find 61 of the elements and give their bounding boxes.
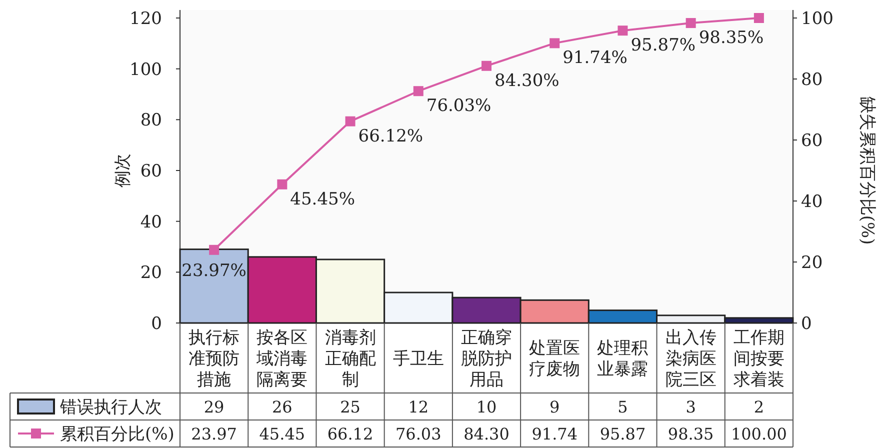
- data-label: 100.00: [730, 424, 787, 444]
- y-axis-title: 例次: [113, 154, 133, 188]
- annotation: 45.45%: [290, 189, 355, 210]
- data-label: 84.30: [464, 424, 510, 444]
- y2-tick-label: 40: [801, 192, 823, 212]
- y2-tick-label: 60: [801, 131, 823, 151]
- point: [550, 38, 560, 48]
- y-tick-label: 0: [151, 314, 162, 334]
- y2-tick-label: 20: [801, 253, 823, 273]
- legend-label: 错误执行人次: [59, 398, 162, 418]
- y2-axis-title: 缺失累积百分比(%): [857, 96, 877, 245]
- data-label: 12: [408, 398, 429, 416]
- point: [686, 18, 696, 28]
- legend-label: 累积百分比(%): [60, 424, 174, 444]
- point: [345, 116, 356, 126]
- data-label: 2: [754, 398, 764, 416]
- data-label: 91.74: [532, 424, 578, 444]
- data-label: 9: [550, 398, 560, 416]
- y2-tick-label: 0: [801, 314, 812, 334]
- point: [754, 13, 764, 23]
- x-tick-label: 正确穿脱防护用品: [461, 328, 512, 390]
- annotation: 66.12%: [358, 126, 424, 146]
- annotation: 23.97%: [182, 260, 246, 281]
- y-tick-label: 60: [140, 162, 162, 182]
- y2-tick-label: 100: [801, 9, 834, 29]
- x-tick-label: 消毒剂正确配制: [324, 328, 376, 390]
- point: [413, 86, 424, 96]
- data-label: 23.97: [191, 424, 237, 444]
- x-tick-label: 工作期间按要求着装: [733, 328, 784, 390]
- data-label: 66.12: [327, 424, 374, 444]
- data-label: 76.03: [395, 424, 442, 444]
- x-tick-label: 出入传染病医院三区: [665, 328, 716, 390]
- y-tick-label: 100: [130, 60, 162, 80]
- y-tick-label: 120: [130, 9, 162, 29]
- annotation: 91.74%: [562, 48, 628, 68]
- y2-tick-label: 80: [801, 70, 823, 90]
- data-label: 10: [476, 398, 497, 416]
- annotation: 84.30%: [494, 70, 560, 91]
- x-tick-label: 执行标准预防措施: [188, 328, 240, 390]
- annotation: 98.35%: [698, 28, 764, 48]
- data-label: 3: [686, 398, 696, 416]
- y-tick-label: 40: [140, 212, 162, 232]
- point: [482, 60, 492, 71]
- data-label: 45.45: [259, 424, 306, 444]
- data-label: 95.87: [600, 424, 646, 444]
- point: [209, 244, 220, 255]
- y-tick-label: 80: [140, 110, 162, 131]
- x-tick-label: 手卫生: [392, 349, 444, 369]
- y-tick-label: 20: [140, 263, 162, 284]
- x-tick-label: 处置医疗废物: [529, 338, 580, 380]
- annotation: 76.03%: [426, 96, 492, 116]
- point: [618, 26, 628, 36]
- data-label: 5: [618, 398, 628, 416]
- data-label: 98.35: [668, 424, 714, 444]
- data-label: 25: [340, 398, 360, 416]
- x-tick-label: 处理积业暴露: [597, 338, 648, 380]
- annotation: 95.87%: [630, 36, 696, 56]
- data-label: 26: [272, 398, 292, 416]
- x-tick-label: 按各区域消毒隔离要: [256, 328, 308, 390]
- data-label: 29: [204, 398, 224, 416]
- point: [277, 179, 288, 190]
